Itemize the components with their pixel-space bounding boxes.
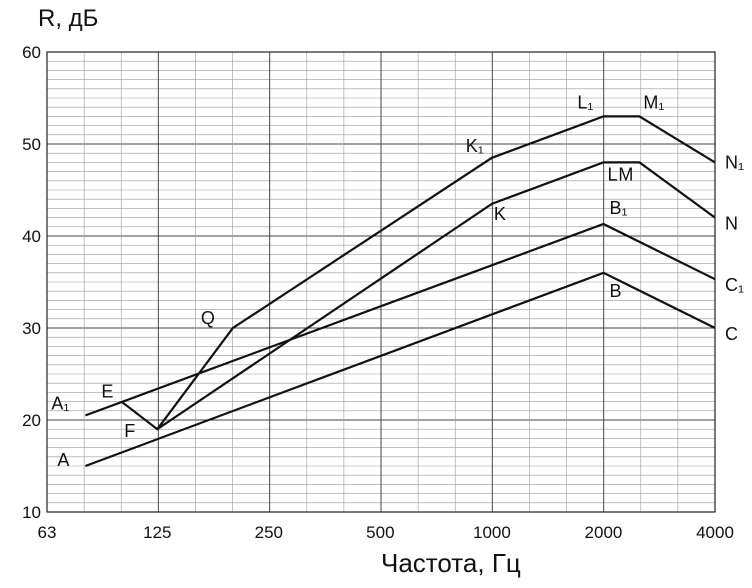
y-tick-label: 60 bbox=[22, 43, 41, 62]
y-tick-label: 50 bbox=[22, 135, 41, 154]
y-tick-label: 10 bbox=[22, 503, 41, 522]
point-label: N₁ bbox=[725, 152, 744, 172]
point-label: M₁ bbox=[643, 92, 664, 112]
point-label: B₁ bbox=[609, 198, 627, 218]
point-label: N bbox=[725, 214, 738, 234]
point-label: M bbox=[618, 164, 633, 184]
x-tick-label: 4000 bbox=[696, 523, 734, 542]
point-label: A bbox=[57, 450, 69, 470]
x-tick-label: 500 bbox=[366, 523, 394, 542]
point-label: K bbox=[494, 204, 506, 224]
series-line-2 bbox=[85, 222, 716, 417]
point-label: C bbox=[725, 324, 738, 344]
y-axis-label: R, дБ bbox=[38, 5, 98, 32]
point-label: L bbox=[607, 164, 617, 184]
point-label: C₁ bbox=[725, 275, 744, 295]
point-labels: A B C A₁ B₁ C₁ EF K L M N Q K₁ L₁ M₁ N₁ bbox=[51, 92, 744, 470]
series-line-4 bbox=[156, 115, 716, 430]
x-tick-label: 125 bbox=[143, 523, 171, 542]
point-label: L₁ bbox=[577, 92, 593, 112]
point-label: A₁ bbox=[51, 393, 69, 413]
point-label: F bbox=[124, 421, 135, 441]
x-tick-label: 1000 bbox=[473, 523, 511, 542]
y-tick-label: 30 bbox=[22, 319, 41, 338]
point-label: E bbox=[101, 382, 113, 402]
plot-frame bbox=[46, 51, 716, 513]
point-label: K₁ bbox=[466, 136, 484, 156]
point-label: Q bbox=[201, 308, 215, 328]
series-line-1 bbox=[85, 271, 716, 468]
x-tick-label: 250 bbox=[255, 523, 283, 542]
x-tick-label: 63 bbox=[38, 523, 57, 542]
series-line-3 bbox=[120, 161, 716, 431]
x-tick-label: 2000 bbox=[585, 523, 623, 542]
point-label: B bbox=[609, 281, 621, 301]
tick-labels: 63 125 250 500 1000 2000 4000 10 20 30 40 50 60 bbox=[22, 43, 734, 542]
y-tick-label: 20 bbox=[22, 411, 41, 430]
x-axis-label: Частота, Гц bbox=[381, 548, 521, 578]
y-tick-label: 40 bbox=[22, 227, 41, 246]
series-lines bbox=[85, 115, 716, 468]
